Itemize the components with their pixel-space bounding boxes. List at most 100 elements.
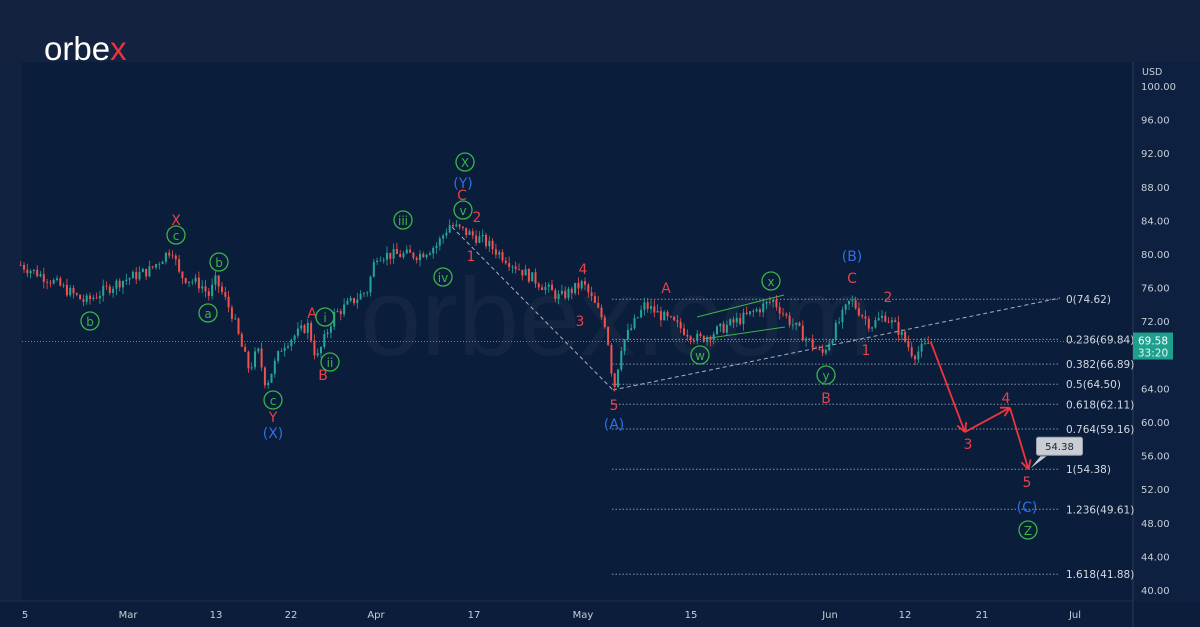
candle[interactable] <box>155 264 158 268</box>
candle[interactable] <box>709 336 712 340</box>
candle[interactable] <box>923 342 926 344</box>
candle[interactable] <box>19 264 22 266</box>
candle[interactable] <box>478 236 481 243</box>
candle[interactable] <box>148 266 151 277</box>
candle[interactable] <box>828 343 831 351</box>
candle[interactable] <box>574 282 577 294</box>
candle[interactable] <box>636 317 639 319</box>
candle[interactable] <box>669 316 672 318</box>
candle[interactable] <box>742 312 745 325</box>
candle[interactable] <box>412 252 415 258</box>
candle[interactable] <box>405 249 408 254</box>
candle[interactable] <box>237 318 240 334</box>
candle[interactable] <box>52 279 55 284</box>
candle[interactable] <box>461 226 464 228</box>
candle[interactable] <box>343 304 346 315</box>
candle[interactable] <box>551 284 554 291</box>
candle[interactable] <box>663 311 666 321</box>
candle[interactable] <box>217 275 220 287</box>
candle[interactable] <box>240 333 243 347</box>
candle[interactable] <box>339 311 342 315</box>
candle[interactable] <box>178 259 181 272</box>
candle[interactable] <box>112 288 115 293</box>
candle[interactable] <box>422 253 425 258</box>
candle[interactable] <box>488 240 491 247</box>
candle[interactable] <box>29 270 32 274</box>
candle[interactable] <box>32 269 35 271</box>
candle[interactable] <box>247 351 250 369</box>
candle[interactable] <box>531 272 534 282</box>
candle[interactable] <box>824 350 827 353</box>
candle[interactable] <box>650 306 653 309</box>
trendline-dashed[interactable] <box>612 297 1061 391</box>
candle[interactable] <box>95 297 98 299</box>
candle[interactable] <box>577 282 580 289</box>
candle[interactable] <box>798 322 801 326</box>
candle[interactable] <box>762 303 765 313</box>
candle[interactable] <box>273 360 276 374</box>
candle[interactable] <box>283 347 286 352</box>
candle[interactable] <box>75 293 78 295</box>
candle[interactable] <box>402 253 405 258</box>
candle[interactable] <box>521 269 524 276</box>
candle[interactable] <box>831 339 834 344</box>
candle[interactable] <box>805 338 808 341</box>
candle[interactable] <box>455 224 458 227</box>
candle[interactable] <box>755 309 758 312</box>
candle[interactable] <box>194 277 197 282</box>
candle[interactable] <box>214 275 217 285</box>
candle[interactable] <box>765 301 768 304</box>
candle[interactable] <box>138 272 141 280</box>
candle[interactable] <box>646 302 649 309</box>
candle[interactable] <box>82 299 85 302</box>
candle[interactable] <box>917 351 920 360</box>
candle[interactable] <box>712 334 715 340</box>
candle[interactable] <box>36 269 39 277</box>
candle[interactable] <box>557 293 560 299</box>
candle[interactable] <box>491 240 494 250</box>
candle[interactable] <box>633 317 636 329</box>
candle[interactable] <box>626 329 629 340</box>
candle[interactable] <box>359 293 362 300</box>
candle[interactable] <box>221 286 224 293</box>
candle[interactable] <box>772 299 775 302</box>
candle[interactable] <box>808 338 811 340</box>
candle[interactable] <box>362 293 365 295</box>
candle[interactable] <box>277 351 280 361</box>
candle[interactable] <box>782 313 785 315</box>
candle[interactable] <box>468 231 471 235</box>
candle[interactable] <box>326 332 329 334</box>
candle[interactable] <box>778 307 781 314</box>
candle[interactable] <box>263 367 266 386</box>
candle[interactable] <box>191 281 194 283</box>
candle[interactable] <box>791 324 794 326</box>
candle[interactable] <box>128 278 131 280</box>
candle[interactable] <box>854 300 857 309</box>
candle[interactable] <box>564 290 567 299</box>
candle[interactable] <box>547 284 550 287</box>
candle[interactable] <box>524 269 527 276</box>
candle[interactable] <box>300 325 303 329</box>
candle[interactable] <box>518 269 521 270</box>
projection-arrow[interactable] <box>964 406 1011 433</box>
candle[interactable] <box>290 339 293 347</box>
candle[interactable] <box>419 253 422 261</box>
candle[interactable] <box>270 373 273 383</box>
candle[interactable] <box>458 224 461 227</box>
candle[interactable] <box>306 322 309 333</box>
candle[interactable] <box>857 308 860 316</box>
candle[interactable] <box>620 351 623 370</box>
candle[interactable] <box>887 321 890 323</box>
candle[interactable] <box>122 281 125 288</box>
candle[interactable] <box>42 274 45 282</box>
candle[interactable] <box>603 317 606 328</box>
candle[interactable] <box>580 281 583 289</box>
candle[interactable] <box>686 334 689 337</box>
candle[interactable] <box>287 346 290 348</box>
candle[interactable] <box>534 272 537 284</box>
candle[interactable] <box>785 313 788 316</box>
candle[interactable] <box>432 248 435 254</box>
candle[interactable] <box>920 343 923 352</box>
candle[interactable] <box>590 292 593 297</box>
projection-arrow[interactable] <box>929 341 966 433</box>
